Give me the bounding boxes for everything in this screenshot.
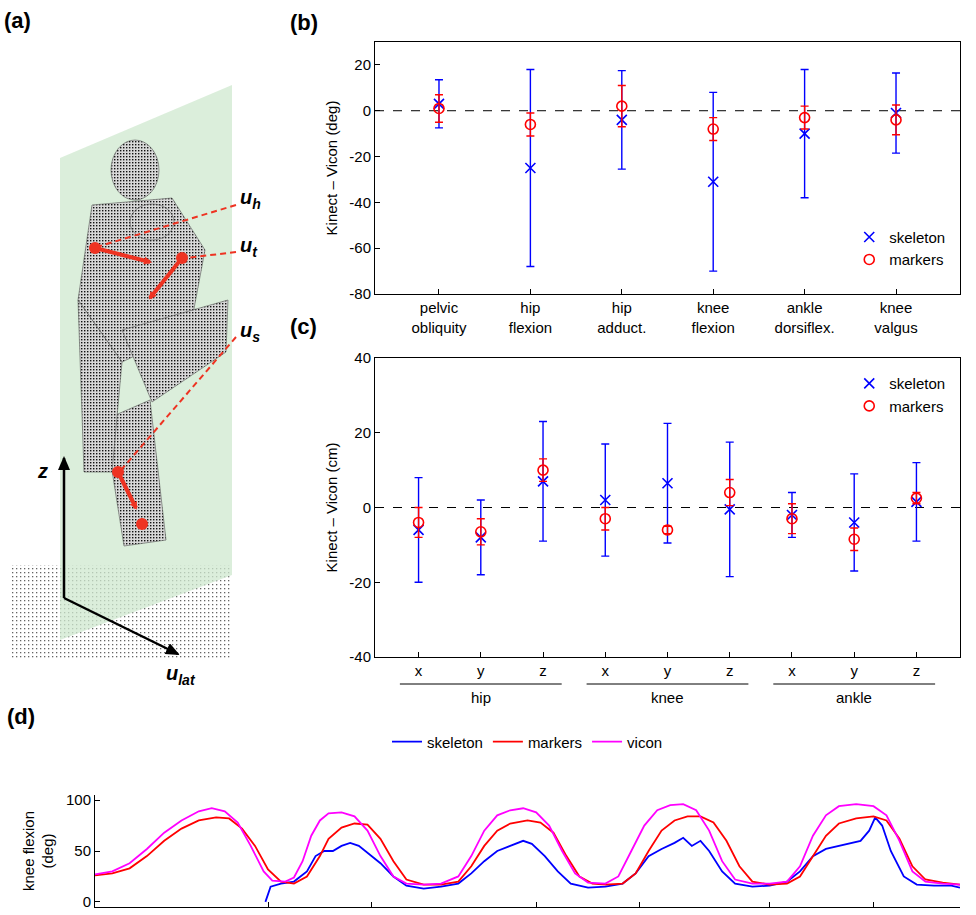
svg-text:(a): (a) [4, 8, 31, 33]
svg-text:ankledorsiflex.: ankledorsiflex. [775, 299, 835, 336]
svg-text:kneevalgus: kneevalgus [874, 299, 917, 336]
svg-text:0: 0 [363, 499, 371, 516]
svg-text:z: z [37, 460, 48, 482]
svg-text:z: z [539, 662, 547, 679]
svg-text:markers: markers [528, 734, 582, 751]
svg-text:uh: uh [240, 186, 261, 212]
svg-text:skeleton: skeleton [889, 229, 945, 246]
svg-text:-20: -20 [349, 574, 371, 591]
svg-text:(c): (c) [290, 314, 317, 339]
svg-text:markers: markers [889, 398, 943, 415]
svg-text:Kinect – Vicon (deg): Kinect – Vicon (deg) [323, 101, 340, 236]
svg-text:(d): (d) [7, 704, 35, 729]
svg-text:skeleton: skeleton [889, 375, 945, 392]
svg-text:100: 100 [66, 791, 91, 808]
svg-text:markers: markers [889, 251, 943, 268]
svg-text:Kinect – Vicon (cm): Kinect – Vicon (cm) [323, 443, 340, 573]
svg-text:20: 20 [354, 424, 371, 441]
svg-text:0: 0 [83, 893, 91, 910]
svg-text:(b): (b) [290, 10, 318, 35]
svg-text:x: x [788, 662, 796, 679]
svg-text:-40: -40 [349, 194, 371, 211]
svg-text:0: 0 [363, 102, 371, 119]
svg-text:vicon: vicon [627, 734, 662, 751]
svg-text:x: x [602, 662, 610, 679]
svg-text:pelvicobliquity: pelvicobliquity [411, 299, 467, 336]
svg-text:hipflexion: hipflexion [509, 299, 552, 336]
svg-text:skeleton: skeleton [427, 734, 483, 751]
svg-text:40: 40 [354, 349, 371, 366]
svg-text:-20: -20 [349, 148, 371, 165]
svg-text:y: y [850, 662, 858, 679]
svg-text:kneeflexion: kneeflexion [692, 299, 735, 336]
svg-text:y: y [477, 662, 485, 679]
svg-text:ut: ut [240, 234, 258, 260]
svg-text:50: 50 [74, 842, 91, 859]
svg-text:ankle: ankle [836, 689, 872, 706]
svg-text:-60: -60 [349, 239, 371, 256]
svg-text:x: x [415, 662, 423, 679]
svg-text:-40: -40 [349, 648, 371, 665]
svg-text:z: z [913, 662, 921, 679]
svg-text:-80: -80 [349, 285, 371, 302]
svg-text:ulat: ulat [166, 662, 196, 688]
svg-text:knee: knee [651, 689, 684, 706]
svg-text:hip: hip [471, 689, 491, 706]
svg-text:20: 20 [354, 56, 371, 73]
svg-text:y: y [664, 662, 672, 679]
svg-text:knee flexion(deg): knee flexion(deg) [20, 811, 57, 891]
svg-text:hipadduct.: hipadduct. [597, 299, 646, 336]
svg-text:us: us [240, 319, 260, 345]
svg-text:z: z [726, 662, 734, 679]
